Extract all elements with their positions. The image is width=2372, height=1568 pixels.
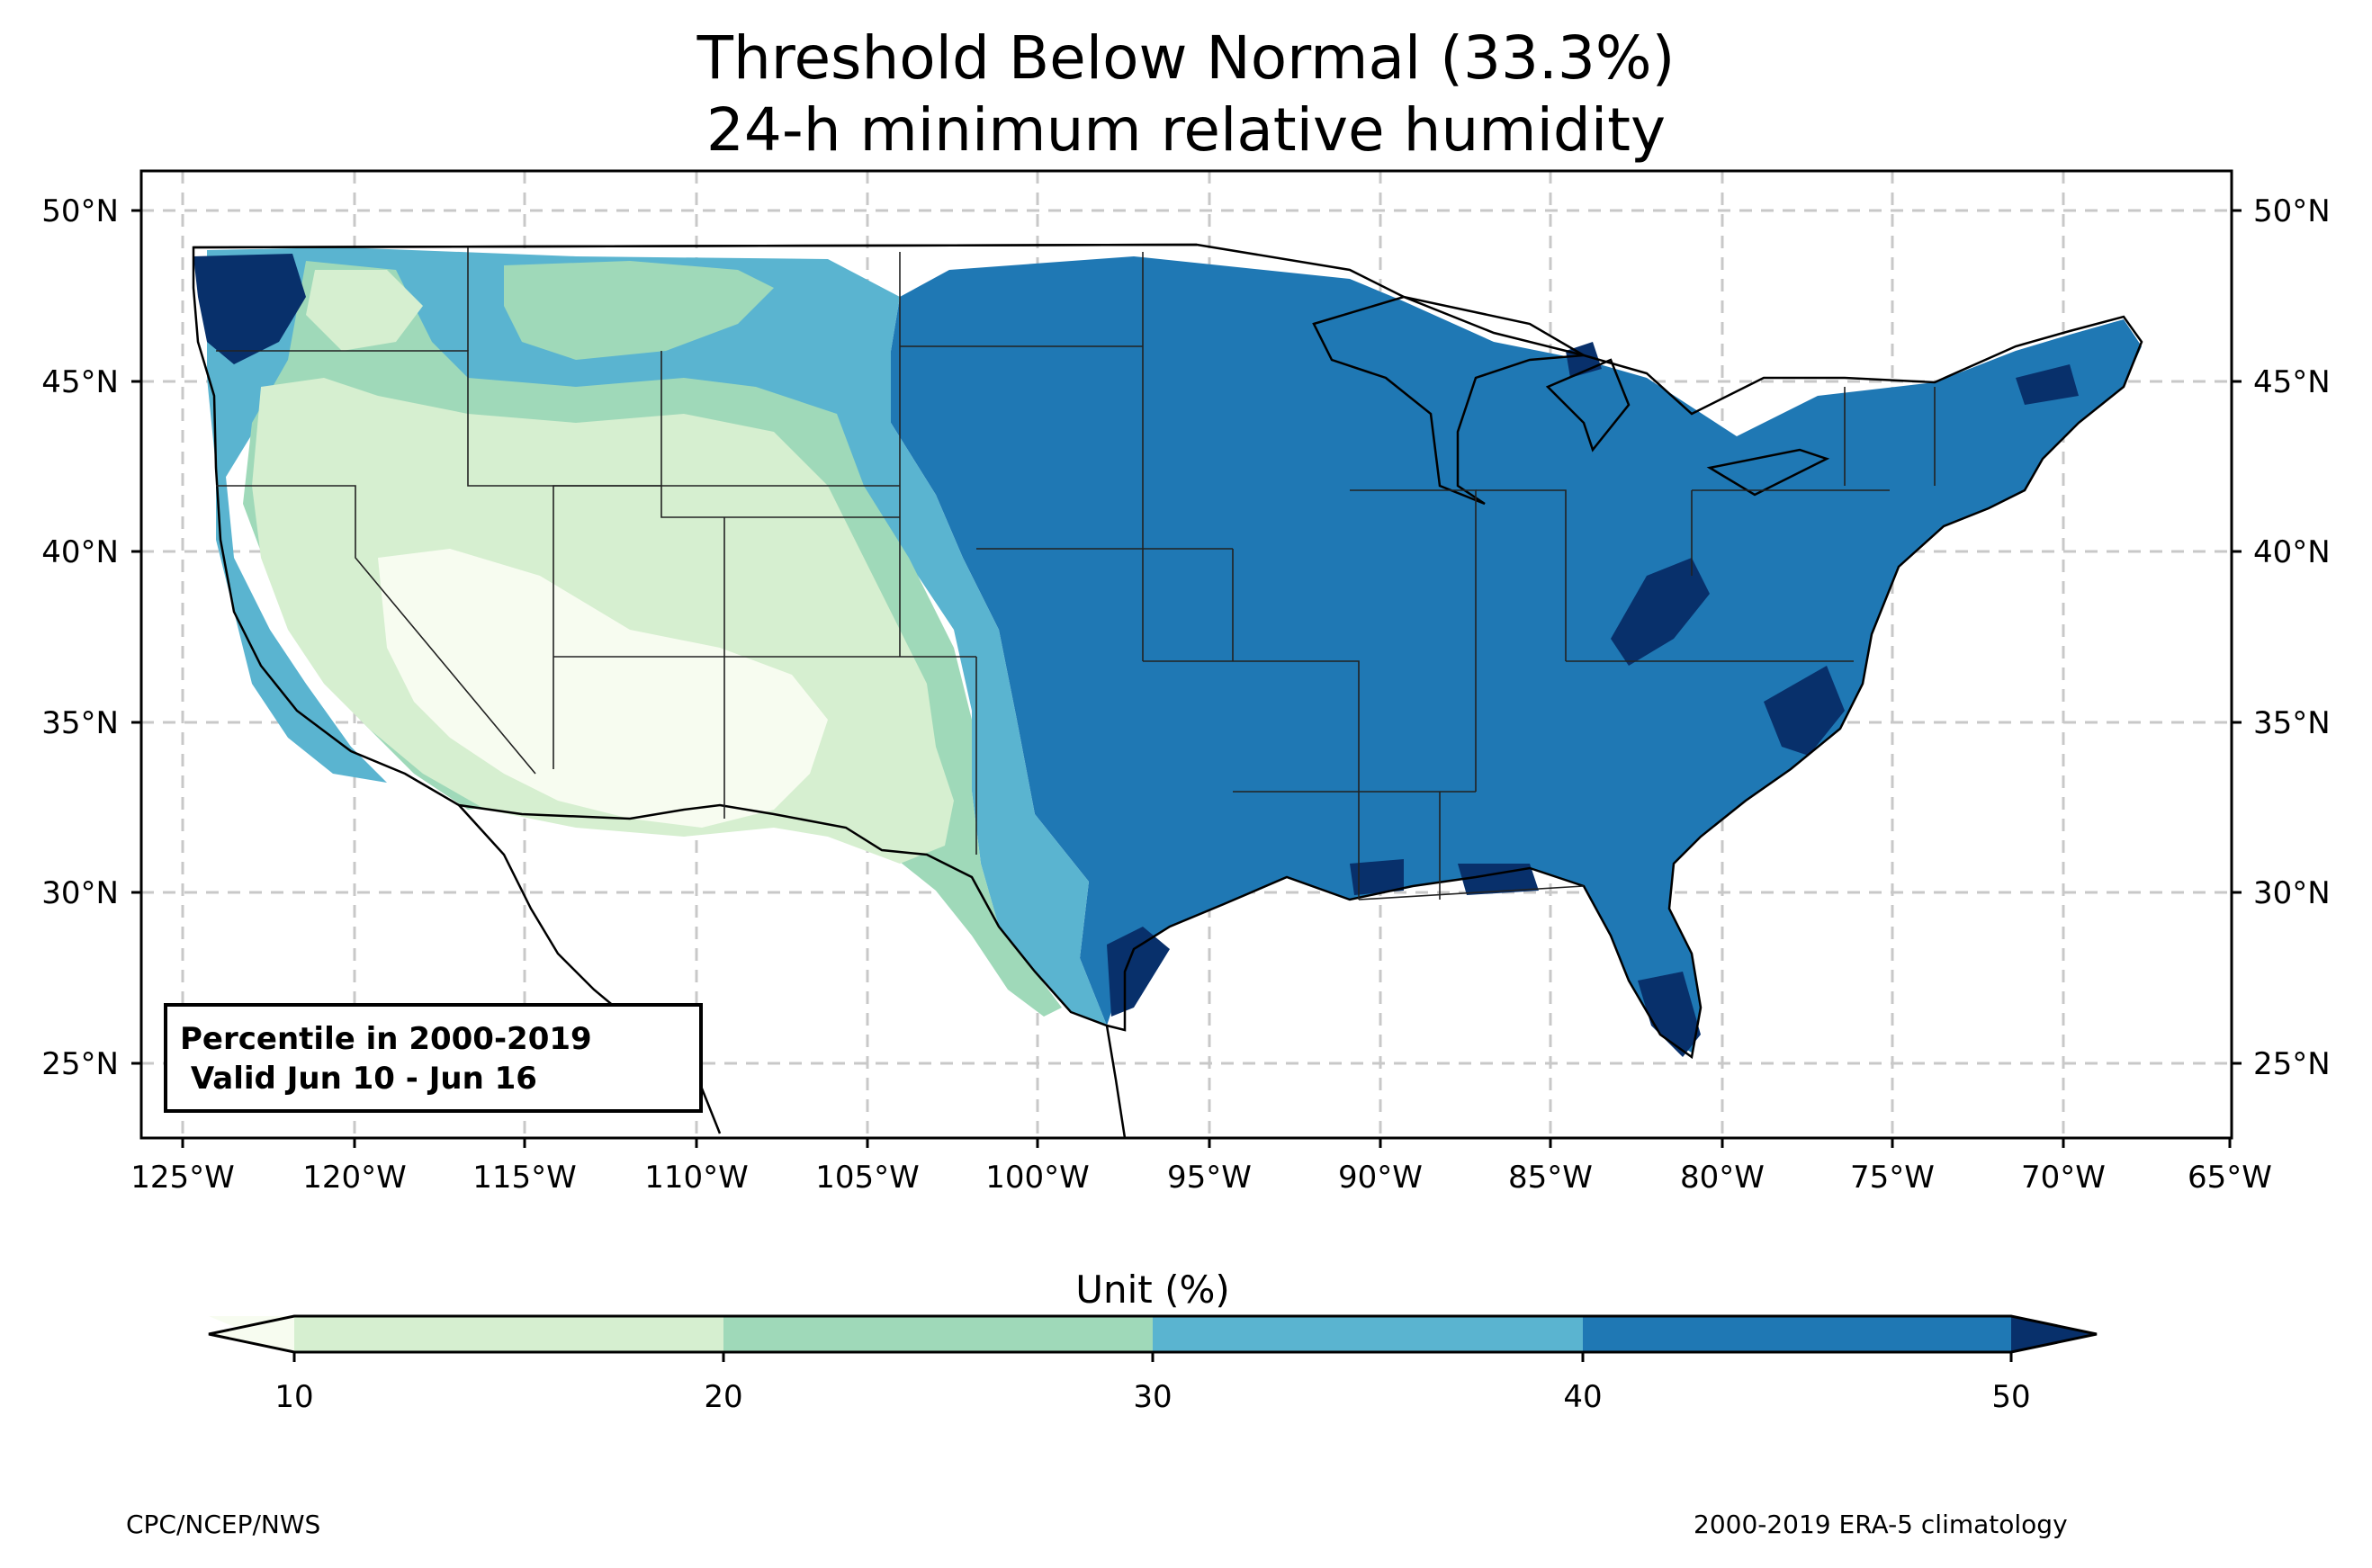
lat-label-left: 30°N — [41, 875, 119, 911]
chart-title-line1: Threshold Below Normal (33.3%) — [696, 23, 1676, 93]
lat-label-left: 25°N — [41, 1046, 119, 1082]
colorbar: Unit (%) 10 20 30 40 50 — [208, 1268, 2098, 1415]
inset-line2: Valid Jun 10 - Jun 16 — [180, 1061, 537, 1097]
state-borders — [216, 247, 1936, 900]
lat-label-right: 25°N — [2253, 1046, 2331, 1082]
humidity-contours — [193, 247, 2142, 1057]
lat-label-right: 40°N — [2253, 534, 2331, 570]
lat-label-left: 45°N — [41, 364, 119, 400]
lon-label: 125°W — [130, 1160, 235, 1196]
lat-label-right: 50°N — [2253, 193, 2331, 229]
lon-label: 115°W — [472, 1160, 577, 1196]
canada-border — [193, 243, 1198, 249]
lon-label: 105°W — [815, 1160, 920, 1196]
map-frame — [139, 169, 2233, 1140]
contour-30-40 — [207, 247, 1107, 1026]
colorbar-tick: 40 — [1563, 1379, 1602, 1415]
lat-label-left: 35°N — [41, 705, 119, 741]
lon-label: 95°W — [1167, 1160, 1252, 1196]
lat-label-right: 45°N — [2253, 364, 2331, 400]
lon-label: 90°W — [1338, 1160, 1423, 1196]
colorbar-tick: 20 — [704, 1379, 742, 1415]
inset-info-box: Percentile in 2000-2019 Valid Jun 10 - J… — [164, 1003, 703, 1113]
colorbar-bin-20-30 — [723, 1316, 1153, 1352]
colorbar-bin-40-50 — [1583, 1316, 2011, 1352]
great-lakes — [1312, 295, 1588, 506]
contour-40-50 — [891, 256, 2142, 1053]
contour-above-50 — [193, 254, 306, 364]
colorbar-bin-10-20 — [294, 1316, 723, 1352]
colorbar-tick: 50 — [1991, 1379, 2030, 1415]
tick-marks — [131, 209, 2242, 1148]
colorbar-tick: 30 — [1133, 1379, 1172, 1415]
colorbar-bin-30-40 — [1153, 1316, 1583, 1352]
lon-label: 70°W — [2021, 1160, 2106, 1196]
lon-label: 100°W — [985, 1160, 1090, 1196]
contour-below-10 — [378, 549, 828, 828]
colorbar-max-extend — [2011, 1316, 2097, 1352]
lon-label: 120°W — [302, 1160, 407, 1196]
lat-label-left: 40°N — [41, 534, 119, 570]
footer-source: CPC/NCEP/NWS — [126, 1510, 321, 1539]
chart-title-line2: 24-h minimum relative humidity — [705, 95, 1667, 165]
us-outline — [192, 243, 2143, 1060]
footer-climatology: 2000-2019 ERA-5 climatology — [1694, 1510, 2068, 1539]
lon-label: 110°W — [644, 1160, 749, 1196]
lat-label-right: 35°N — [2253, 705, 2331, 741]
colorbar-tick: 10 — [274, 1379, 313, 1415]
lon-label: 65°W — [2188, 1160, 2272, 1196]
lon-label: 75°W — [1850, 1160, 1935, 1196]
inset-line1: Percentile in 2000-2019 — [180, 1021, 592, 1057]
colorbar-label: Unit (%) — [1075, 1268, 1230, 1312]
lon-label: 85°W — [1508, 1160, 1593, 1196]
lat-label-right: 30°N — [2253, 875, 2331, 911]
lat-label-left: 50°N — [41, 193, 119, 229]
lon-label: 80°W — [1680, 1160, 1765, 1196]
